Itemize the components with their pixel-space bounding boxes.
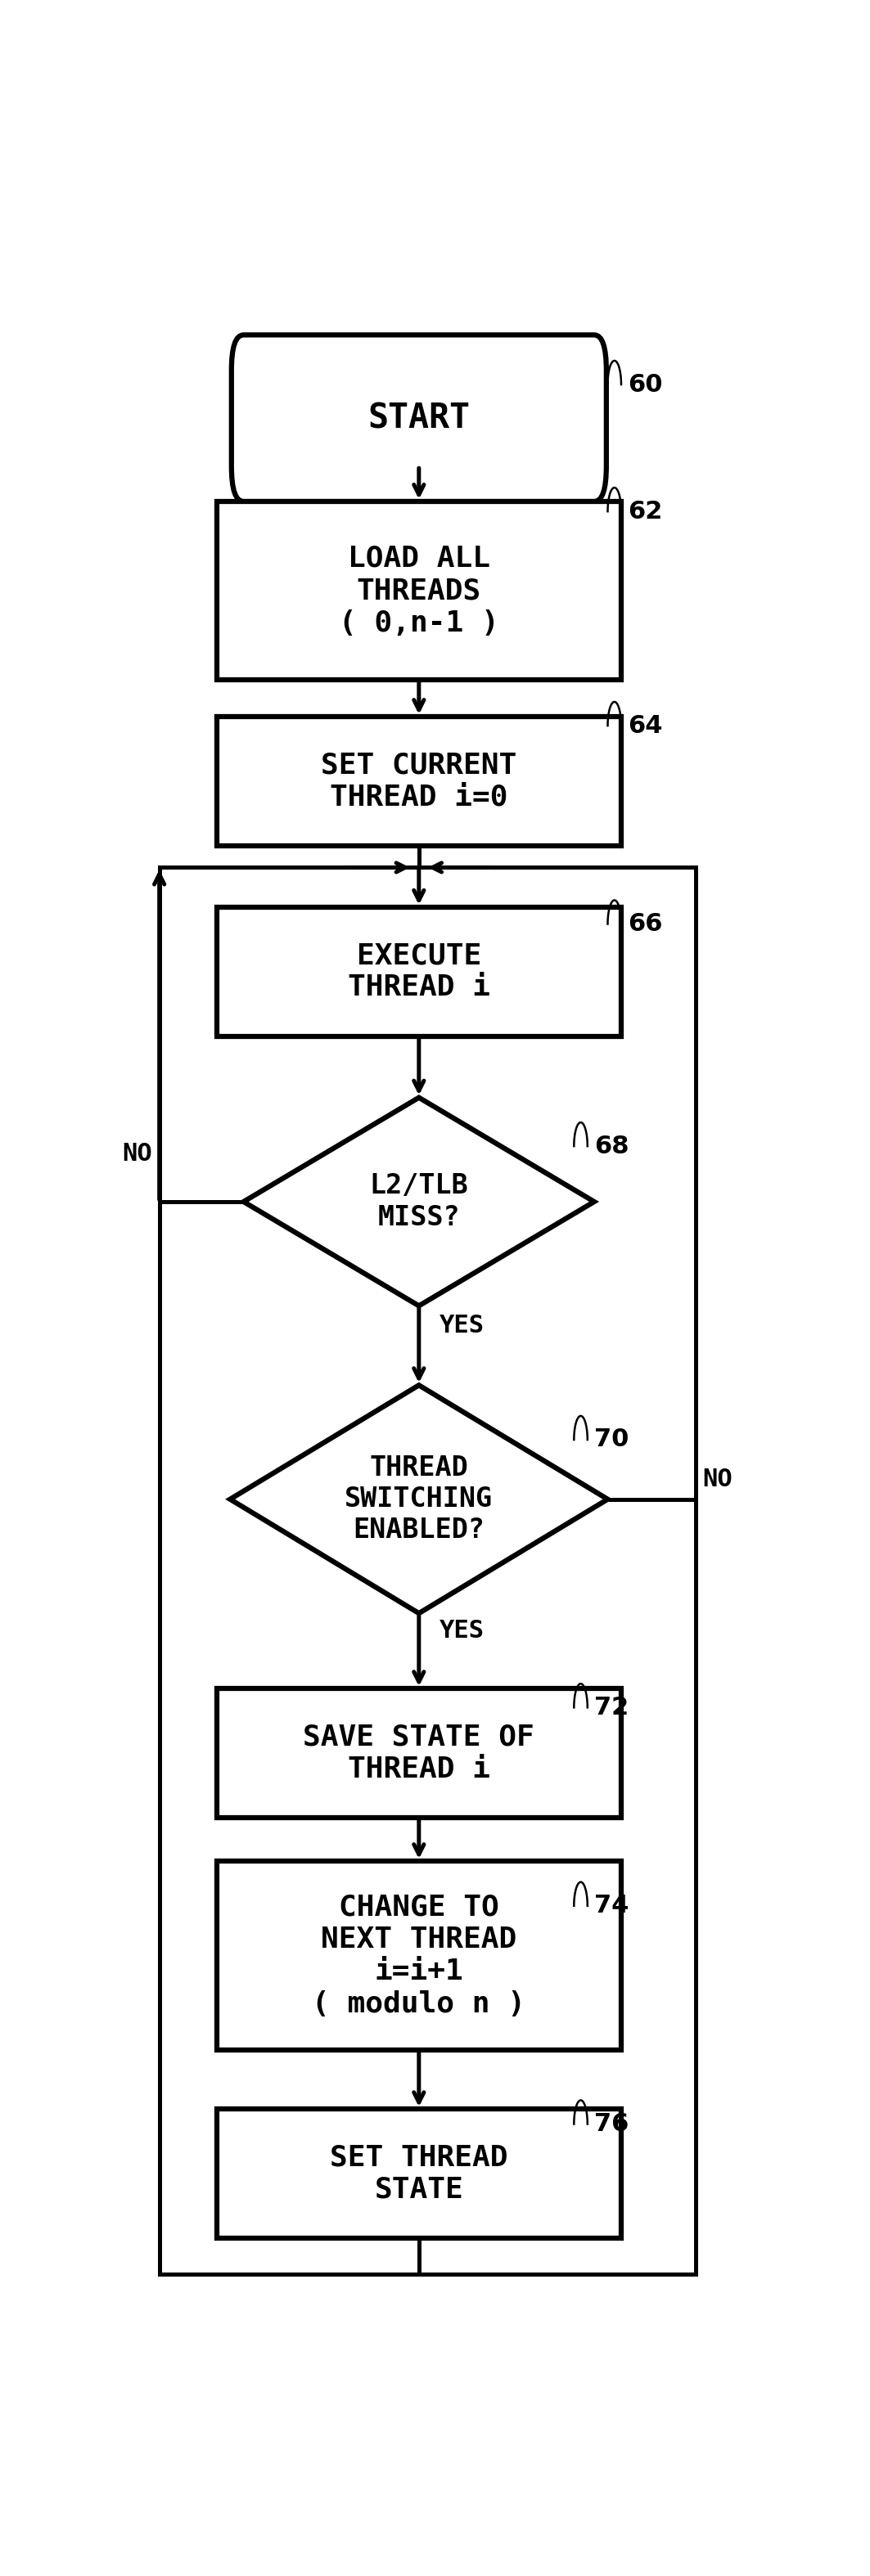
Text: EXECUTE
THREAD i: EXECUTE THREAD i bbox=[348, 943, 490, 1002]
Text: 66: 66 bbox=[628, 912, 663, 935]
Text: YES: YES bbox=[439, 1620, 485, 1643]
Bar bbox=[217, 1690, 621, 1819]
Text: 72: 72 bbox=[594, 1695, 629, 1718]
Text: SET CURRENT
THREAD i=0: SET CURRENT THREAD i=0 bbox=[321, 752, 517, 811]
Text: 64: 64 bbox=[628, 714, 663, 737]
Text: 60: 60 bbox=[628, 374, 663, 397]
FancyBboxPatch shape bbox=[231, 335, 606, 502]
Text: 68: 68 bbox=[594, 1133, 629, 1159]
Bar bbox=[217, 907, 621, 1036]
Bar bbox=[217, 2110, 621, 2239]
Text: SET THREAD
STATE: SET THREAD STATE bbox=[330, 2143, 508, 2202]
Bar bbox=[217, 716, 621, 845]
Text: 70: 70 bbox=[594, 1427, 629, 1453]
Text: NO: NO bbox=[702, 1468, 733, 1492]
Text: LOAD ALL
THREADS
( 0,n-1 ): LOAD ALL THREADS ( 0,n-1 ) bbox=[338, 544, 499, 636]
Text: 62: 62 bbox=[628, 500, 663, 523]
Text: SAVE STATE OF
THREAD i: SAVE STATE OF THREAD i bbox=[304, 1723, 534, 1783]
Bar bbox=[159, 868, 695, 2275]
Text: CHANGE TO
NEXT THREAD
i=i+1
( modulo n ): CHANGE TO NEXT THREAD i=i+1 ( modulo n ) bbox=[312, 1893, 525, 2017]
Text: 74: 74 bbox=[594, 1893, 629, 1917]
Text: NO: NO bbox=[123, 1141, 152, 1167]
Text: 76: 76 bbox=[594, 2112, 629, 2136]
Text: START: START bbox=[368, 402, 470, 435]
Text: YES: YES bbox=[439, 1314, 485, 1337]
Polygon shape bbox=[244, 1097, 594, 1306]
Text: THREAD
SWITCHING
ENABLED?: THREAD SWITCHING ENABLED? bbox=[345, 1455, 493, 1543]
Polygon shape bbox=[230, 1386, 607, 1613]
Bar bbox=[217, 502, 621, 680]
Text: L2/TLB
MISS?: L2/TLB MISS? bbox=[370, 1172, 468, 1231]
Bar bbox=[217, 1862, 621, 2050]
